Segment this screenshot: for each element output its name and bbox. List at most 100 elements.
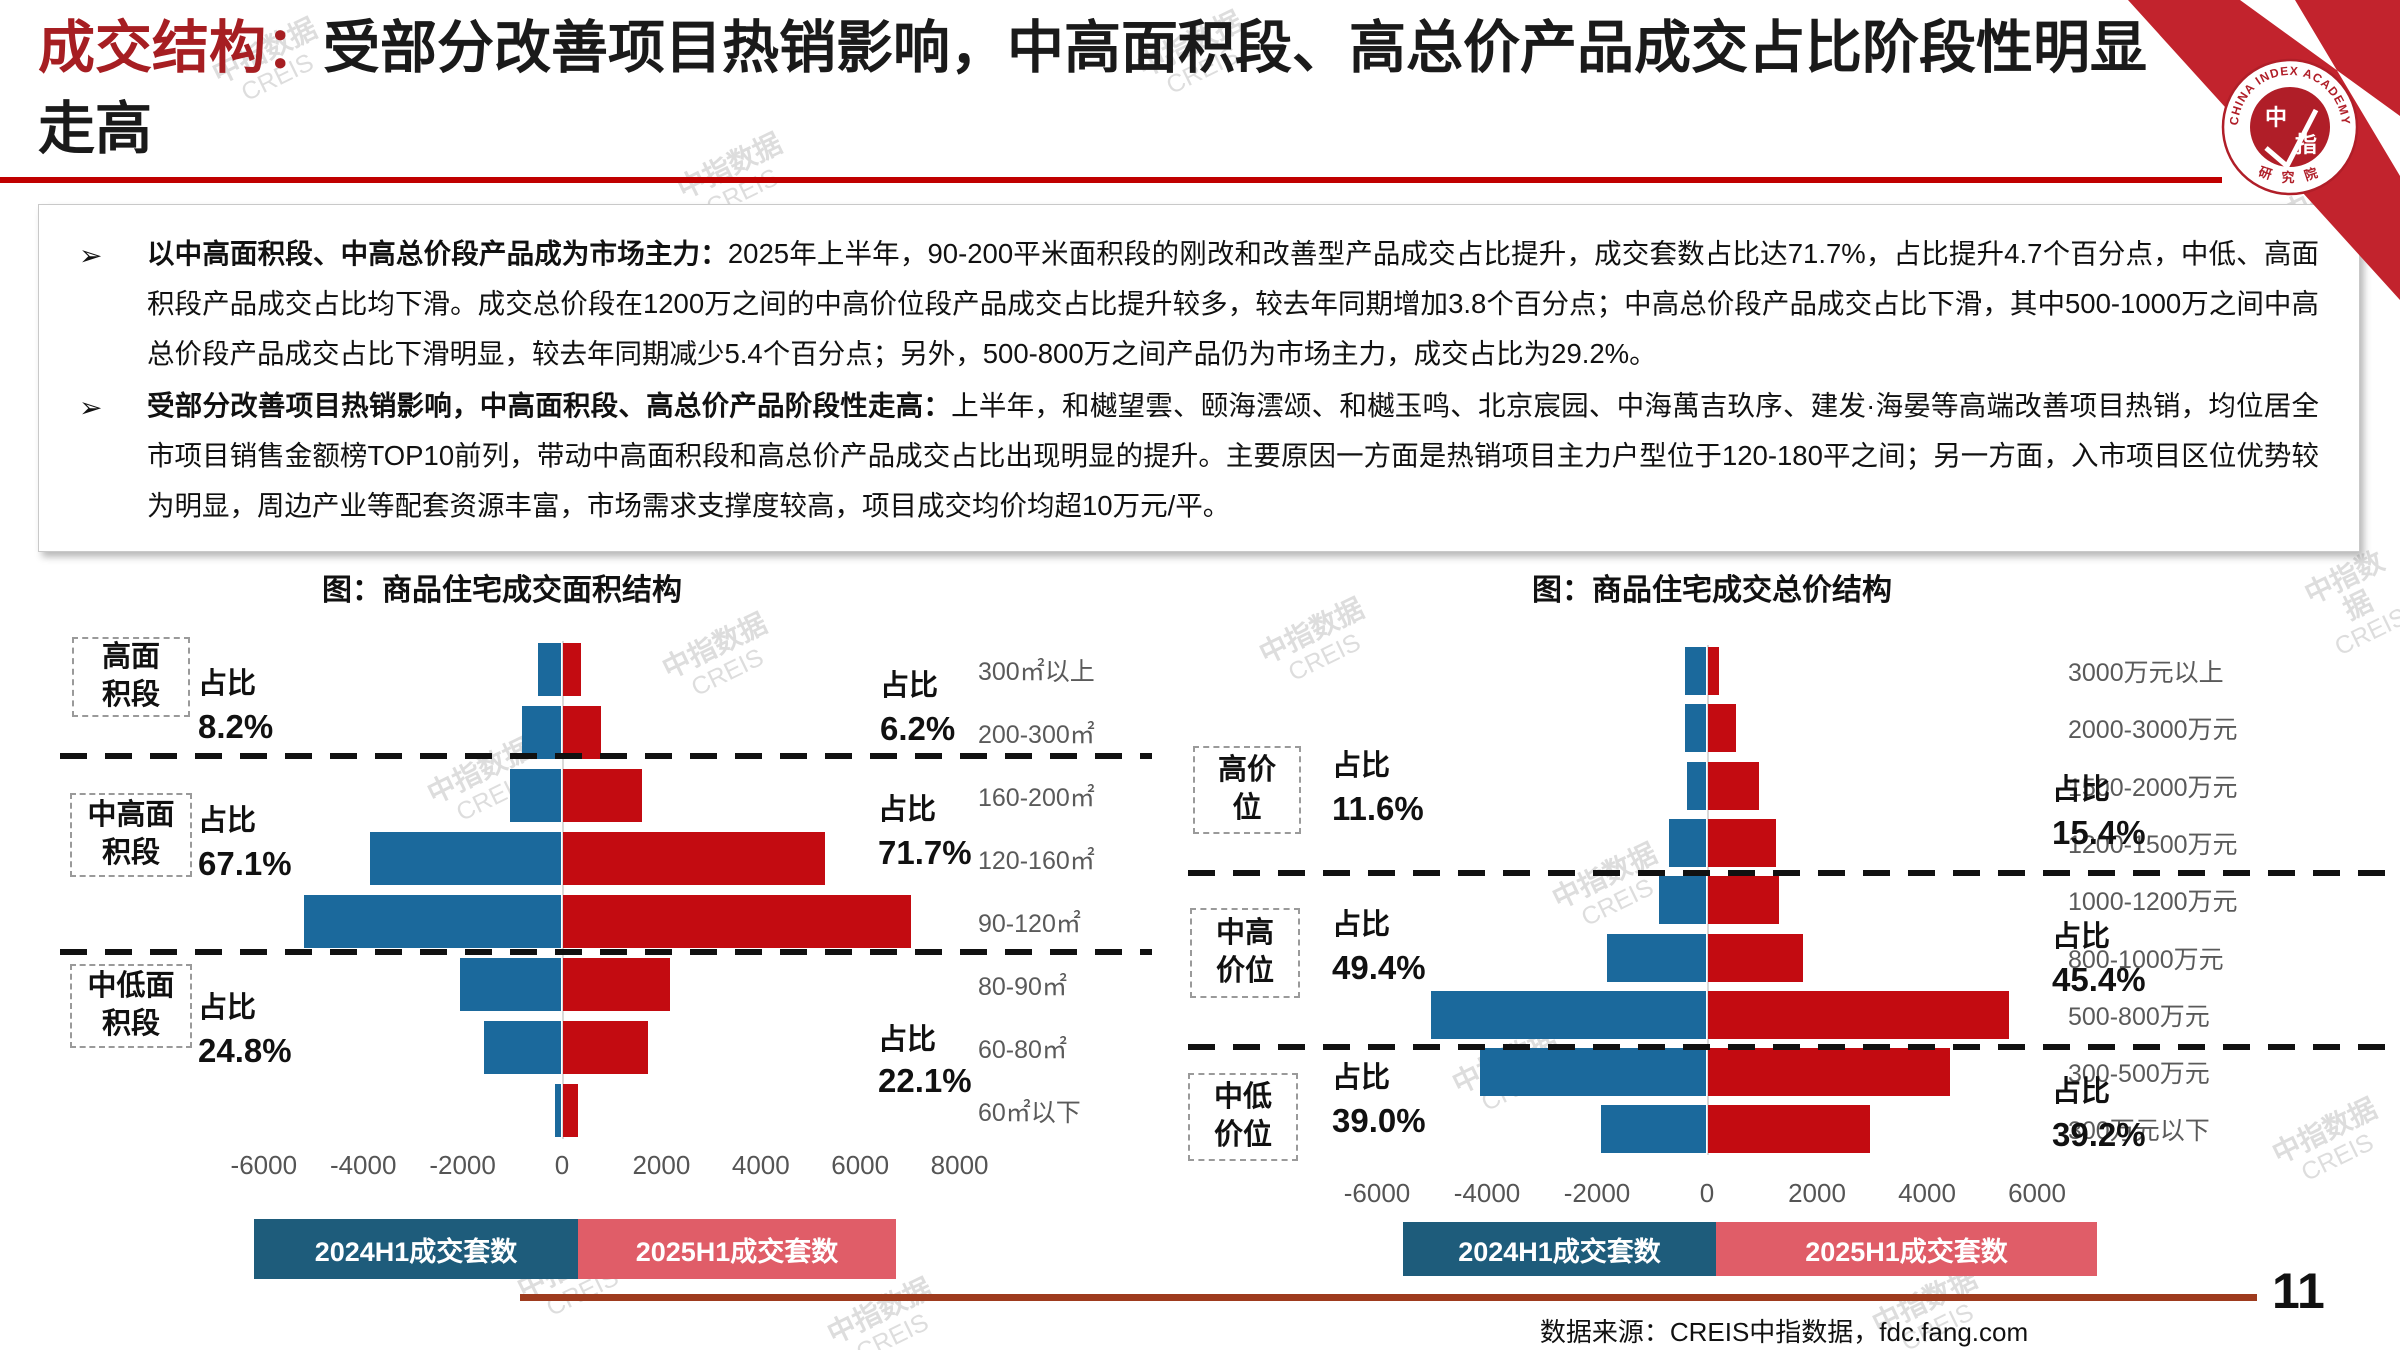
share-value-2025: 39.2%: [2052, 1116, 2146, 1153]
category-label: 1000-1200万元: [2068, 888, 2238, 917]
legend-2024-chip: 2024H1成交套数: [254, 1219, 578, 1279]
x-tick--6000: -6000: [1343, 1178, 1411, 1208]
bullet-1: ➢ 以中高面积段、中高总价段产品成为市场主力：2025年上半年，90-200平米面…: [73, 229, 2319, 379]
legend-price-chart: 2024H1成交套数 2025H1成交套数: [1403, 1222, 2097, 1276]
x-tick-2000: 2000: [1788, 1178, 1846, 1208]
title-underline: [0, 177, 2222, 183]
category-label: 300-500万元: [2068, 1060, 2210, 1089]
chart-price-title: 图：商品住宅成交总价结构: [1532, 574, 1892, 607]
bar-2024-300㎡以上: [538, 643, 561, 696]
watermark-line1: 中指数据: [2267, 1092, 2382, 1170]
share-value-2025: 15.4%: [2052, 814, 2146, 851]
share-word-2024: 占比: [198, 805, 257, 837]
bar-2025-1000-1200万元: [1708, 876, 1779, 925]
x-tick-0: 0: [1699, 1178, 1715, 1208]
bar-2024-300万元以下: [1601, 1105, 1706, 1154]
bullet-1-body: 2025年上半年，90-200平米面积段的刚改和改善型产品成交占比提升，成交套数…: [147, 238, 2319, 370]
svg-text:研 究 院: 研 究 院: [2257, 164, 2323, 185]
bar-2025-60-80㎡: [563, 1021, 648, 1074]
x-tick-6000: 6000: [831, 1150, 890, 1180]
share-value-2024: 39.0%: [1332, 1102, 1426, 1139]
summary-text-box: ➢ 以中高面积段、中高总价段产品成为市场主力：2025年上半年，90-200平米面…: [38, 204, 2360, 552]
bullet-1-lead: 以中高面积段、中高总价段产品成为市场主力：: [147, 238, 728, 269]
legend-2025-chip: 2025H1成交套数: [578, 1219, 896, 1279]
category-label: 300㎡以上: [978, 657, 1095, 686]
watermark-line2: CREIS: [2296, 1127, 2378, 1187]
share-word-2025: 占比: [878, 794, 937, 826]
bar-2024-2000-3000万元: [1685, 704, 1706, 753]
bar-2025-1500-2000万元: [1708, 761, 1759, 810]
axis-zero-line: [562, 641, 564, 1139]
bar-2025-3000万元以上: [1708, 647, 1719, 695]
share-word-2025: 占比: [878, 1024, 937, 1056]
chart-area-title: 图：商品住宅成交面积结构: [322, 574, 682, 607]
watermark-line1: 中指数据: [1254, 592, 1369, 670]
bar-2024-90-120㎡: [304, 895, 561, 948]
share-word-2024: 占比: [1332, 750, 1391, 782]
bar-2025-300㎡以上: [563, 643, 581, 696]
category-label: 3000万元以上: [2068, 659, 2224, 687]
watermark-line2: CREIS: [686, 642, 768, 702]
data-source: 数据来源：CREIS中指数据，fdc.fang.com: [1539, 1317, 2029, 1347]
x-tick--4000: -4000: [329, 1150, 397, 1180]
bar-2024-3000万元以上: [1685, 647, 1706, 695]
share-value-2024: 49.4%: [1332, 949, 1426, 986]
share-word-2025: 占比: [2052, 774, 2111, 806]
page-number: 11: [2272, 1263, 2325, 1319]
share-value-2024: 11.6%: [1332, 790, 1424, 827]
bar-2024-1000-1200万元: [1659, 876, 1706, 925]
segment-separator-1: [60, 753, 1152, 759]
share-value-2024: 8.2%: [198, 708, 274, 745]
x-tick--6000: -6000: [230, 1150, 298, 1180]
share-word-2024: 占比: [1332, 909, 1391, 941]
bar-2025-500-800万元: [1708, 990, 2009, 1039]
x-tick-6000: 6000: [2008, 1178, 2066, 1208]
x-tick-8000: 8000: [930, 1150, 989, 1180]
bar-2025-1200-1500万元: [1708, 818, 1776, 867]
category-label: 90-120㎡: [978, 909, 1081, 938]
share-value-2025: 6.2%: [880, 710, 956, 747]
bar-2024-80-90㎡: [460, 958, 561, 1011]
bar-2025-160-200㎡: [563, 769, 642, 822]
x-tick-2000: 2000: [632, 1150, 691, 1180]
share-word-2025: 占比: [2052, 1076, 2111, 1108]
share-value-2024: 67.1%: [198, 845, 292, 882]
logo-char-top: 中: [2265, 105, 2287, 130]
segment-box: 中低 价位: [1188, 1073, 1298, 1161]
segment-box: 中高 价位: [1190, 908, 1300, 998]
share-word-2024: 占比: [198, 668, 257, 700]
x-tick--2000: -2000: [1563, 1178, 1631, 1208]
legend-2025-chip: 2025H1成交套数: [1716, 1222, 2097, 1276]
category-label: 1200-1500万元: [2068, 830, 2238, 859]
bar-2025-80-90㎡: [563, 958, 670, 1011]
legend-2024-chip: 2024H1成交套数: [1403, 1222, 1716, 1276]
segment-box: 高面 积段: [72, 637, 190, 717]
bar-2025-2000-3000万元: [1708, 704, 1736, 753]
category-label: 120-160㎡: [978, 846, 1095, 875]
segment-box: 中低面 积段: [70, 964, 192, 1048]
segment-separator-2: [60, 949, 1152, 955]
bullet-1-marker-icon: ➢: [79, 240, 103, 271]
page-title: 成交结构：受部分改善项目热销影响，中高面积段、高总价产品成交占比阶段性明显走高: [38, 8, 2168, 170]
share-value-2025: 22.1%: [878, 1062, 972, 1099]
bar-2024-1200-1500万元: [1669, 818, 1706, 867]
segment-box: 高价 位: [1193, 746, 1301, 834]
segment-box: 中高面 积段: [70, 793, 192, 877]
logo-char-bottom: 指: [2295, 132, 2317, 157]
corner-ribbon: CHINA INDEX ACADEMY 研 究 院 中 指: [2128, 0, 2400, 300]
category-label: 500-800万元: [2068, 1002, 2210, 1031]
bullet-2-body: 上半年，和樾望雲、颐海澐颂、和樾玉鸣、北京宸园、中海萬吉玖序、建发·海晏等高端改…: [147, 390, 2320, 522]
bullet-2-marker-icon: ➢: [79, 392, 103, 424]
bar-2025-60㎡以下: [563, 1084, 578, 1137]
bar-2024-60-80㎡: [484, 1021, 561, 1074]
watermark-line2: CREIS: [851, 1307, 933, 1350]
share-value-2024: 24.8%: [198, 1032, 292, 1069]
category-label: 60-80㎡: [978, 1035, 1067, 1064]
bullet-2: ➢ 受部分改善项目热销影响，中高面积段、高总价产品阶段性走高：上半年，和樾望雲、颐…: [73, 381, 2319, 531]
bar-2025-90-120㎡: [563, 895, 911, 948]
